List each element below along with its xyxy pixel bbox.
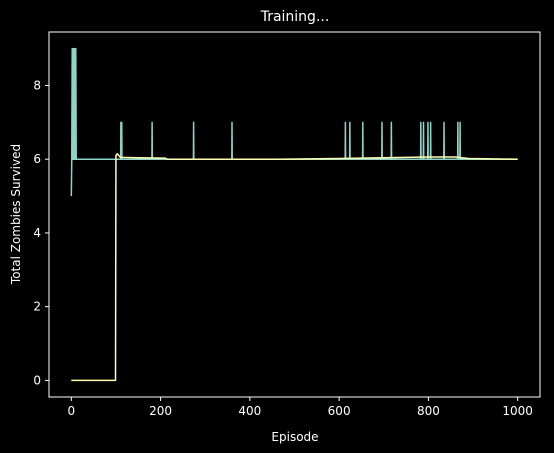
y-tick-label: 8 — [33, 78, 41, 92]
x-axis: 0 200 400 600 800 1000 — [67, 397, 533, 418]
y-tick-label: 2 — [33, 300, 41, 314]
chart-title: Training... — [260, 9, 330, 25]
x-tick-label: 400 — [238, 404, 261, 418]
x-tick-label: 1000 — [502, 404, 533, 418]
y-tick-label: 6 — [33, 152, 41, 166]
y-axis-label: Total Zombies Survived — [9, 144, 23, 285]
x-tick-label: 0 — [67, 404, 75, 418]
series-line-2 — [71, 152, 518, 382]
y-tick-label: 0 — [33, 373, 41, 387]
x-tick-label: 800 — [417, 404, 440, 418]
plot-frame — [48, 31, 541, 398]
series-line-1 — [70, 47, 518, 197]
series-layer — [70, 47, 518, 382]
x-tick-label: 600 — [328, 404, 351, 418]
y-tick-label: 4 — [33, 226, 41, 240]
x-tick-label: 200 — [149, 404, 172, 418]
x-axis-label: Episode — [271, 430, 318, 444]
y-axis: 0 2 4 6 8 — [33, 78, 49, 387]
